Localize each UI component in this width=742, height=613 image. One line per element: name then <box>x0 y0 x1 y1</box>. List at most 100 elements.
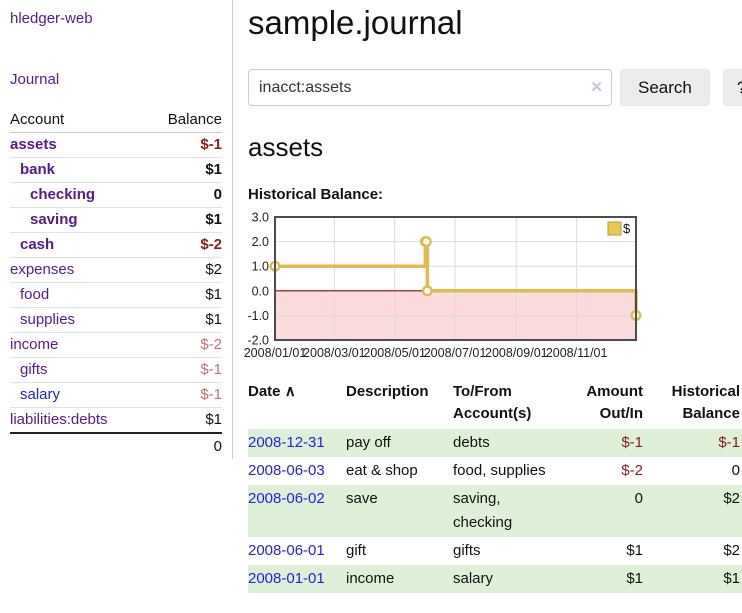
transaction-description: gift <box>346 541 367 559</box>
clear-search-icon[interactable]: ✕ <box>590 79 603 96</box>
account-balance: $-1 <box>200 136 222 153</box>
account-link[interactable]: gifts <box>20 361 48 378</box>
account-row: liabilities:debts $1 <box>10 408 222 432</box>
transaction-date-link[interactable]: 2008-01-01 <box>248 569 325 587</box>
register-row: 2008-01-01 income salary $1 $1 <box>248 564 742 593</box>
account-link[interactable]: income <box>10 336 59 353</box>
transaction-date-link[interactable]: 2008-06-01 <box>248 541 325 559</box>
search-form: ✕ Search ? <box>248 69 742 106</box>
transaction-accounts: debts <box>453 433 490 451</box>
transaction-accounts: food, supplies <box>453 461 546 479</box>
account-link[interactable]: liabilities:debts <box>10 411 108 428</box>
transaction-accounts: gifts <box>453 541 481 559</box>
app-title-link[interactable]: hledger-web <box>10 10 93 27</box>
account-link[interactable]: cash <box>20 236 55 253</box>
transaction-date-link[interactable]: 2008-06-03 <box>248 461 325 479</box>
svg-text:3.0: 3.0 <box>252 211 269 225</box>
accounts-table-header: Account Balance <box>10 108 222 133</box>
account-row: checking 0 <box>10 183 222 208</box>
transaction-accounts: salary <box>453 569 494 587</box>
account-balance: $-2 <box>200 236 222 253</box>
transaction-amount: $-1 <box>621 433 643 451</box>
account-link[interactable]: expenses <box>10 261 75 278</box>
account-balance: $2 <box>205 261 222 278</box>
account-balance: $1 <box>205 311 222 328</box>
help-button[interactable]: ? <box>722 69 742 106</box>
sidebar: hledger-web Journal Account Balance asse… <box>0 0 233 459</box>
account-balance: $1 <box>205 286 222 303</box>
legend-swatch <box>607 221 622 236</box>
transaction-amount: $1 <box>626 569 643 587</box>
transaction-balance: $2 <box>723 489 740 507</box>
account-balance: $1 <box>205 161 222 178</box>
account-link[interactable]: food <box>20 286 50 303</box>
transaction-balance: $-1 <box>718 433 740 451</box>
svg-text:2008/01/01: 2008/01/01 <box>244 346 307 360</box>
search-input[interactable] <box>248 69 612 106</box>
search-button[interactable]: Search <box>620 69 710 106</box>
account-row: food $1 <box>10 283 222 308</box>
accounts-table: Account Balance assets $-1 bank $1 checking 0… <box>10 108 222 459</box>
svg-text:1.0: 1.0 <box>252 260 269 274</box>
register-row: 2008-06-02 save saving, checking 0 $2 <box>248 484 742 537</box>
transaction-description: save <box>346 489 378 507</box>
account-balance: $1 <box>205 411 222 428</box>
account-row: expenses $2 <box>10 258 222 283</box>
register-table: Date ∧ Description To/From Account(s) Am… <box>248 379 742 593</box>
account-row: supplies $1 <box>10 308 222 333</box>
transaction-date-link[interactable]: 2008-06-02 <box>248 489 325 507</box>
search-input-wrap: ✕ <box>248 69 612 106</box>
account-link[interactable]: supplies <box>20 311 76 328</box>
transaction-description: eat & shop <box>346 461 418 479</box>
column-header-date[interactable]: Date ∧ <box>248 383 296 400</box>
column-header-amount: Amount Out/In <box>586 383 643 422</box>
transaction-amount: $-2 <box>621 461 643 479</box>
svg-text:-2.0: -2.0 <box>247 334 269 348</box>
account-page-title: assets <box>248 132 324 162</box>
sidebar-item-journal[interactable]: Journal <box>10 71 60 88</box>
svg-text:2008/11/01: 2008/11/01 <box>546 346 608 360</box>
balance-column-header: Balance <box>167 111 222 128</box>
svg-text:2008/05/01: 2008/05/01 <box>363 346 426 360</box>
transaction-amount: 0 <box>634 489 643 507</box>
page-title: sample.journal <box>248 4 463 41</box>
transaction-description: income <box>346 569 395 587</box>
transaction-balance: $1 <box>723 569 740 587</box>
register-header-row: Date ∧ Description To/From Account(s) Am… <box>248 379 742 429</box>
account-row: cash $-2 <box>10 233 222 258</box>
column-header-description: Description <box>346 383 429 400</box>
transaction-amount: $1 <box>626 541 643 559</box>
account-balance: $-1 <box>200 386 222 403</box>
account-row: saving $1 <box>10 208 222 233</box>
column-header-balance: Historical Balance <box>671 383 740 422</box>
sort-ascending-icon[interactable]: ∧ <box>284 383 296 400</box>
account-link[interactable]: checking <box>30 186 96 203</box>
svg-text:2008/03/01: 2008/03/01 <box>303 346 366 360</box>
transaction-balance: $2 <box>723 541 740 559</box>
account-balance: $1 <box>205 211 222 228</box>
account-column-header: Account <box>10 111 65 128</box>
transaction-description: pay off <box>346 433 391 451</box>
main-content: sample.journal ✕ Search ? assets Histori… <box>233 0 742 613</box>
account-link[interactable]: saving <box>30 211 78 228</box>
transaction-balance: 0 <box>731 461 740 479</box>
svg-text:2.0: 2.0 <box>252 235 269 249</box>
chart-title: Historical Balance: <box>248 186 384 203</box>
account-row: bank $1 <box>10 158 222 183</box>
account-link[interactable]: bank <box>20 161 56 178</box>
historical-balance-chart: $3.0 2.0 1.0 0.0 -1.0 -2.0 2008/01/01 2008/03/0… <box>244 211 742 364</box>
register-row: 2008-06-01 gift gifts $1 $2 <box>248 537 742 565</box>
svg-text:2008/07/01: 2008/07/01 <box>424 346 487 360</box>
legend-label: $ <box>623 221 631 236</box>
transaction-date-link[interactable]: 2008-12-31 <box>248 433 325 451</box>
account-balance: $-2 <box>200 336 222 353</box>
svg-text:0.0: 0.0 <box>252 284 269 298</box>
account-link[interactable]: assets <box>10 136 57 153</box>
svg-text:2008/09/01: 2008/09/01 <box>485 346 548 360</box>
account-row: gifts $-1 <box>10 358 222 383</box>
account-balance: $-1 <box>200 361 222 378</box>
register-row: 2008-12-31 pay off debts $-1 $-1 <box>248 428 742 457</box>
account-link[interactable]: salary <box>20 386 61 403</box>
register-row: 2008-06-03 eat & shop food, supplies $-2 0 <box>248 457 742 485</box>
column-header-accounts: To/From Account(s) <box>453 383 532 422</box>
